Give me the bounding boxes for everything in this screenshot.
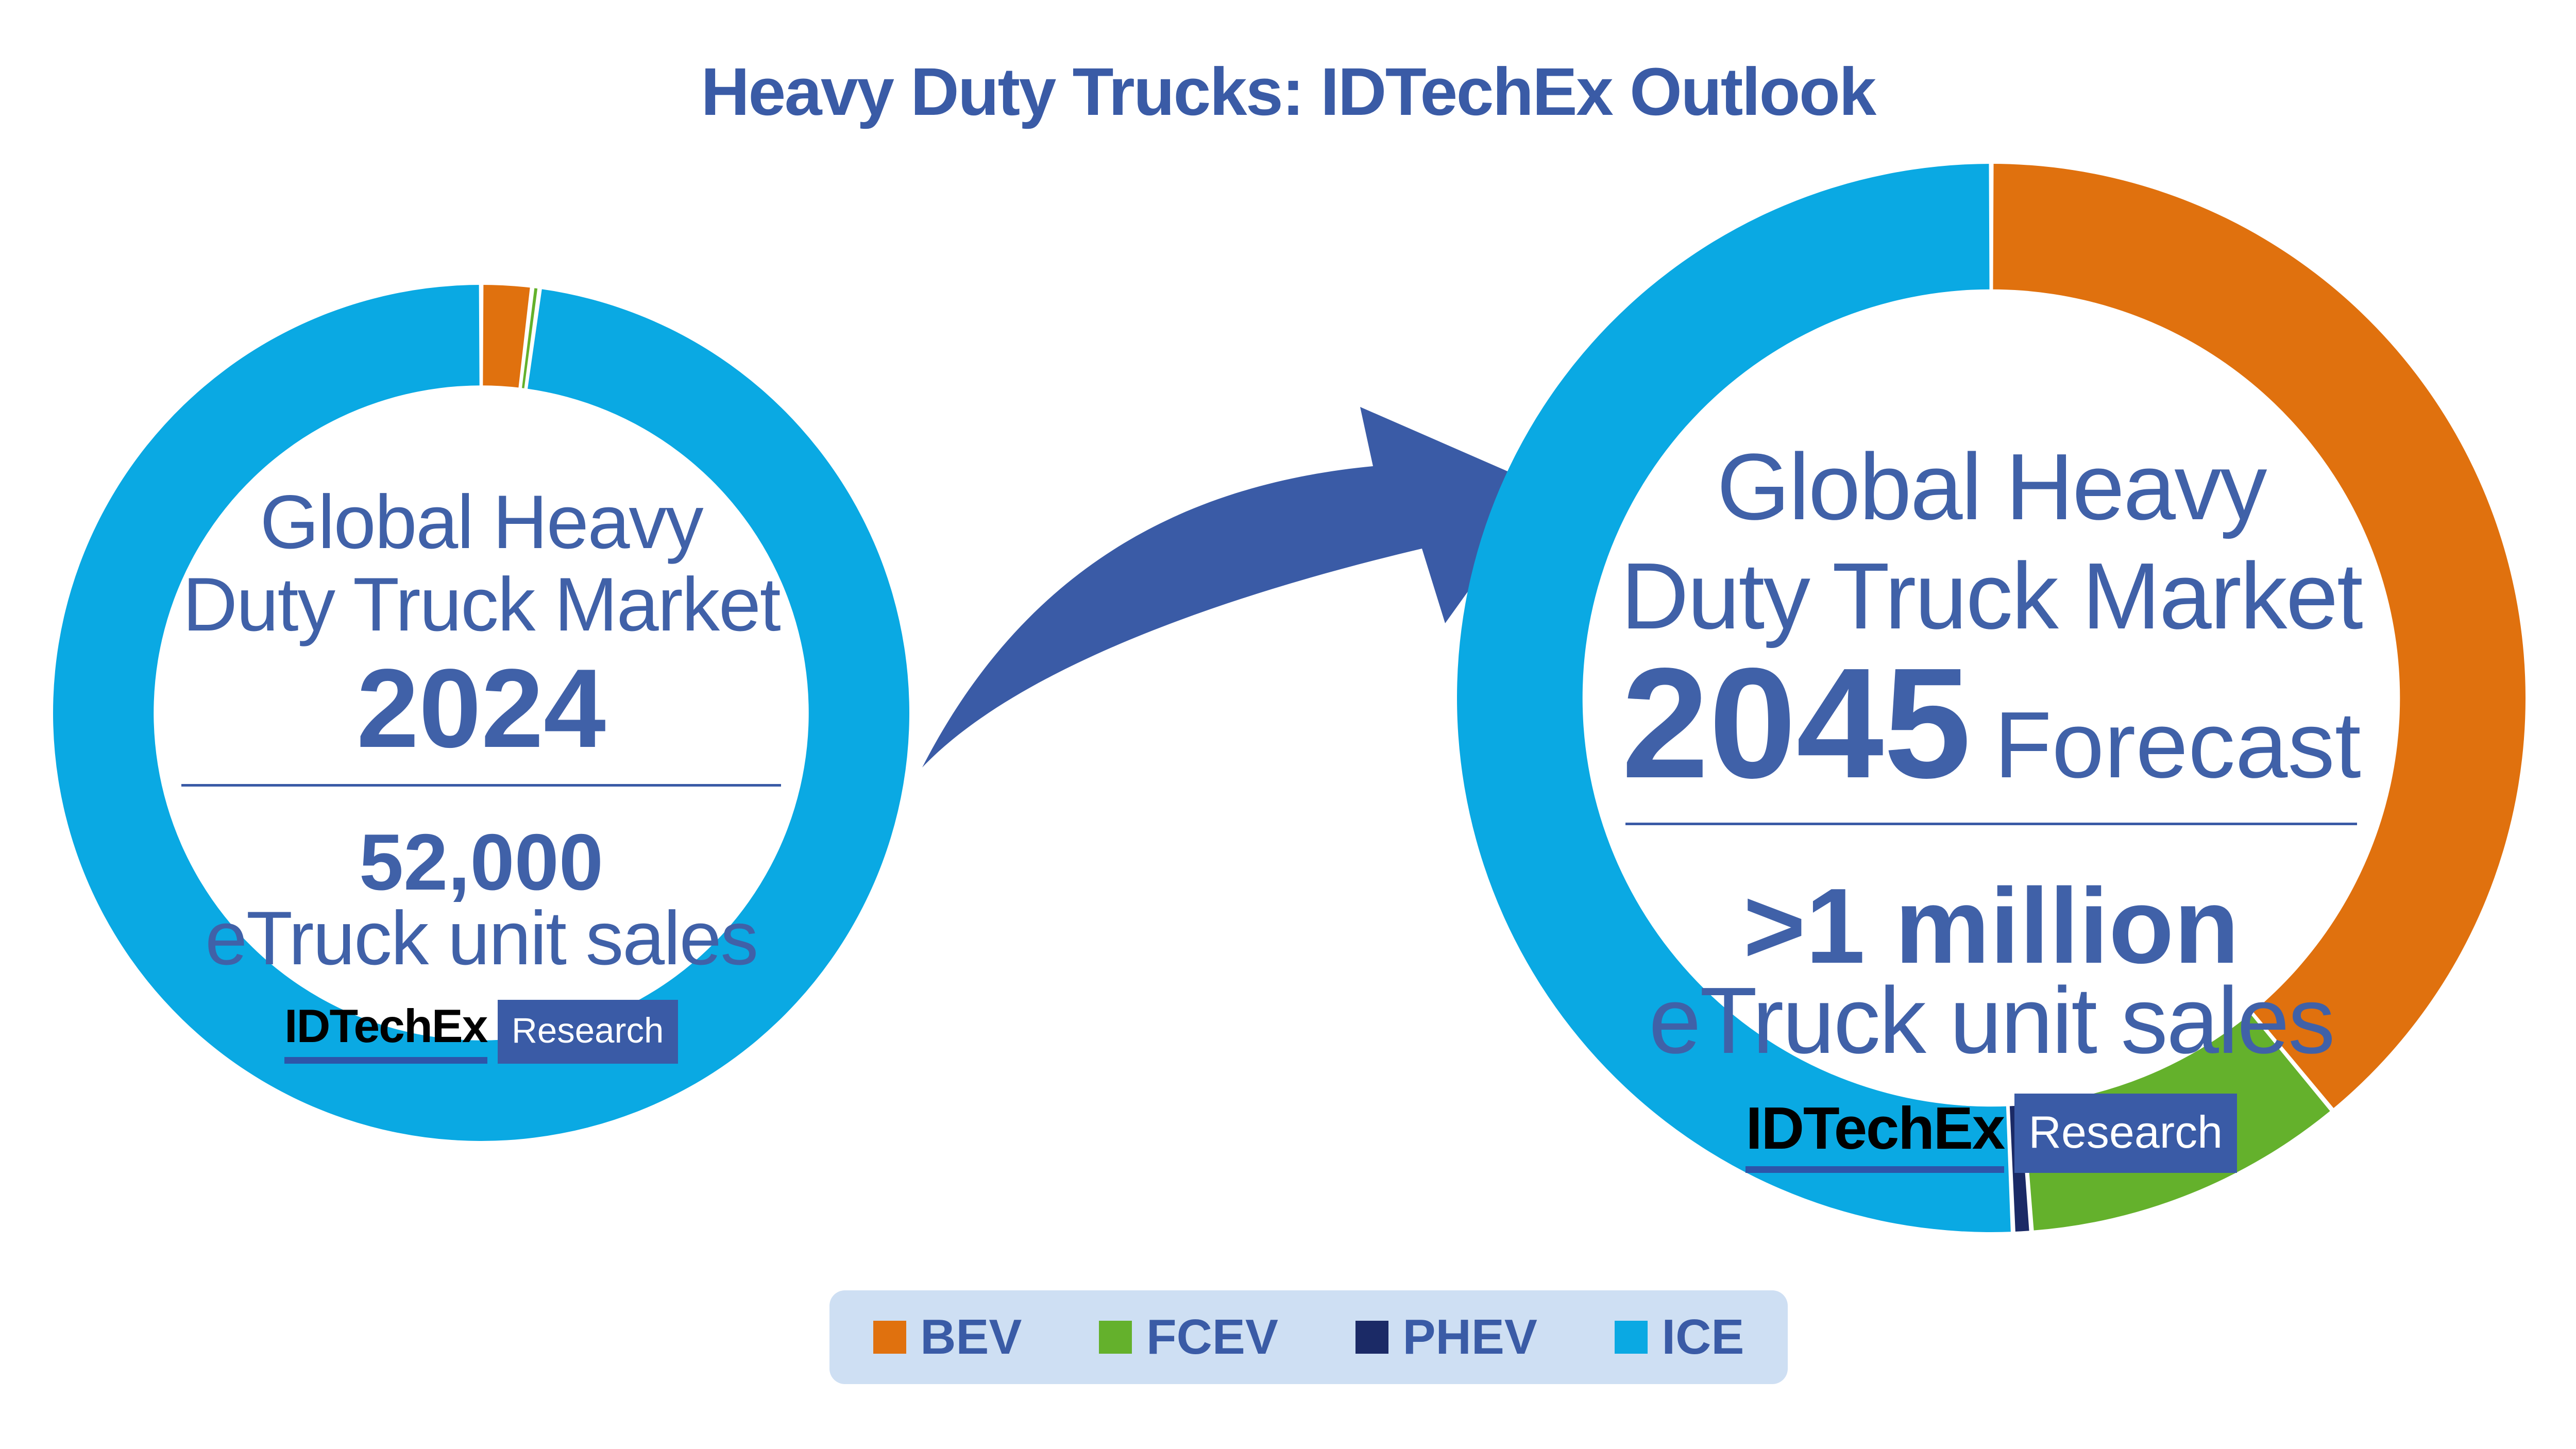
fcev-color-swatch-icon (1099, 1321, 1132, 1354)
legend-label-fcev: FCEV (1146, 1309, 1278, 1365)
legend-item-bev: BEV (873, 1312, 1022, 1362)
donut-2024-stat: 52,000 (359, 817, 604, 907)
donut-2045-stat: >1 million (1743, 866, 2240, 985)
donut-2045-year-suffix: Forecast (1994, 691, 2361, 797)
legend-label-ice: ICE (1662, 1309, 1744, 1365)
page-title: Heavy Duty Trucks: IDTechEx Outlook (701, 53, 1876, 129)
idtechex-logo-wordmark: IDTechEx (1745, 1094, 2005, 1173)
idtechex-logo: IDTechEx Research (53, 999, 909, 1064)
chart-legend: BEV FCEV PHEV ICE (829, 1290, 1788, 1384)
donut-2045-divider (1625, 823, 2357, 825)
donut-2024-rings (53, 285, 909, 1141)
idtechex-logo: IDTechEx Research (1457, 1094, 2526, 1173)
donut-slice-gap (2006, 1104, 2015, 1232)
idtechex-logo-research-tag: Research (2014, 1094, 2237, 1173)
donut-2045-market-label: Global Heavy Duty Truck Market (1457, 432, 2526, 651)
growth-arrow (922, 407, 1543, 768)
donut-2045-market-label-line1: Global Heavy (1717, 434, 2267, 539)
donut-2045-caption: eTruck unit sales (1649, 967, 2335, 1073)
donut-slice-gap (524, 287, 543, 390)
donut-2024-market-label: Global Heavy Duty Truck Market (53, 481, 909, 646)
ice-color-swatch-icon (1614, 1321, 1648, 1354)
idtechex-logo-research-tag: Research (497, 999, 678, 1064)
idtechex-logo-wordmark: IDTechEx (284, 1000, 488, 1064)
donut-2045-market-label-line2: Duty Truck Market (1621, 543, 2363, 649)
bev-color-swatch-icon (873, 1321, 906, 1354)
legend-label-bev: BEV (920, 1309, 1022, 1365)
donut-2024-market-label-line2: Duty Truck Market (182, 562, 781, 647)
legend-label-phev: PHEV (1402, 1309, 1537, 1365)
donut-2045-year-value: 2045 (1621, 635, 1971, 811)
donut-slice-ice (1457, 164, 2013, 1232)
donut-2024-caption: eTruck unit sales (205, 896, 758, 981)
donut-slice-gap (2249, 1010, 2335, 1113)
legend-item-fcev: FCEV (1099, 1312, 1278, 1362)
donut-chart-2024: Global Heavy Duty Truck Market 2024 52,0… (53, 285, 909, 1141)
donut-chart-2045: Global Heavy Duty Truck Market 2045 Forec… (1457, 164, 2526, 1232)
donut-slice-gap (518, 286, 535, 389)
phev-color-swatch-icon (1355, 1321, 1388, 1354)
donut-2045-year: 2045 Forecast (1457, 635, 2526, 811)
donut-slice-gap (479, 285, 484, 387)
donut-2024-market-label-line1: Global Heavy (260, 480, 704, 565)
growth-arrow-shape (922, 407, 1543, 768)
legend-item-phev: PHEV (1355, 1312, 1537, 1362)
donut-slice-bev (481, 285, 532, 388)
donut-2024-year-value: 2024 (357, 645, 606, 771)
donut-slice-gap (1989, 164, 1994, 291)
donut-2024-divider (181, 784, 781, 787)
donut-2024-year: 2024 (53, 645, 909, 771)
legend-item-ice: ICE (1614, 1309, 1744, 1365)
donut-slice-bev (1991, 164, 2526, 1110)
